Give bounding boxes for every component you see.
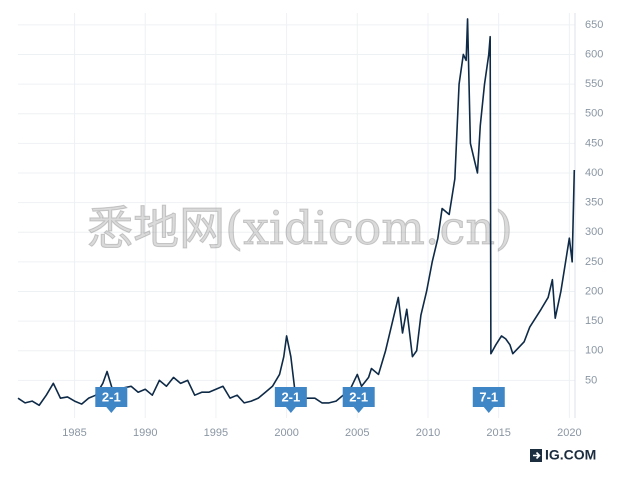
split-marker bbox=[472, 387, 505, 413]
y-tick-label: 400 bbox=[585, 167, 603, 179]
y-tick-label: 250 bbox=[585, 256, 603, 268]
split-label: 2-1 bbox=[102, 389, 121, 404]
logo-arrow bbox=[533, 451, 541, 460]
y-tick-label: 350 bbox=[585, 197, 603, 209]
split-marker bbox=[274, 387, 307, 413]
y-tick-label: 550 bbox=[585, 78, 603, 90]
x-tick-label: 2020 bbox=[557, 427, 581, 439]
x-tick-label: 1985 bbox=[62, 427, 86, 439]
x-tick-label: 1990 bbox=[133, 427, 157, 439]
y-tick-label: 50 bbox=[585, 374, 597, 386]
x-tick-label: 1995 bbox=[204, 427, 228, 439]
y-tick-label: 300 bbox=[585, 226, 603, 238]
x-tick-label: 2005 bbox=[345, 427, 369, 439]
y-tick-label: 500 bbox=[585, 108, 603, 120]
x-tick-label: 2010 bbox=[416, 427, 440, 439]
split-label: 2-1 bbox=[281, 389, 300, 404]
watermark: 悉地网(xidicom.cn) bbox=[87, 201, 513, 255]
y-tick-label: 100 bbox=[585, 345, 603, 357]
x-tick-label: 2000 bbox=[274, 427, 298, 439]
y-tick-label: 650 bbox=[585, 19, 603, 31]
y-tick-label: 200 bbox=[585, 285, 603, 297]
y-tick-label: 450 bbox=[585, 137, 603, 149]
split-label: 2-1 bbox=[349, 389, 368, 404]
split-marker bbox=[342, 387, 375, 413]
x-tick-label: 2015 bbox=[486, 427, 510, 439]
y-tick-label: 600 bbox=[585, 48, 603, 60]
y-tick-label: 150 bbox=[585, 315, 603, 327]
split-label: 7-1 bbox=[479, 389, 498, 404]
split-marker bbox=[95, 387, 128, 413]
logo-text: IG.COM bbox=[545, 447, 596, 463]
